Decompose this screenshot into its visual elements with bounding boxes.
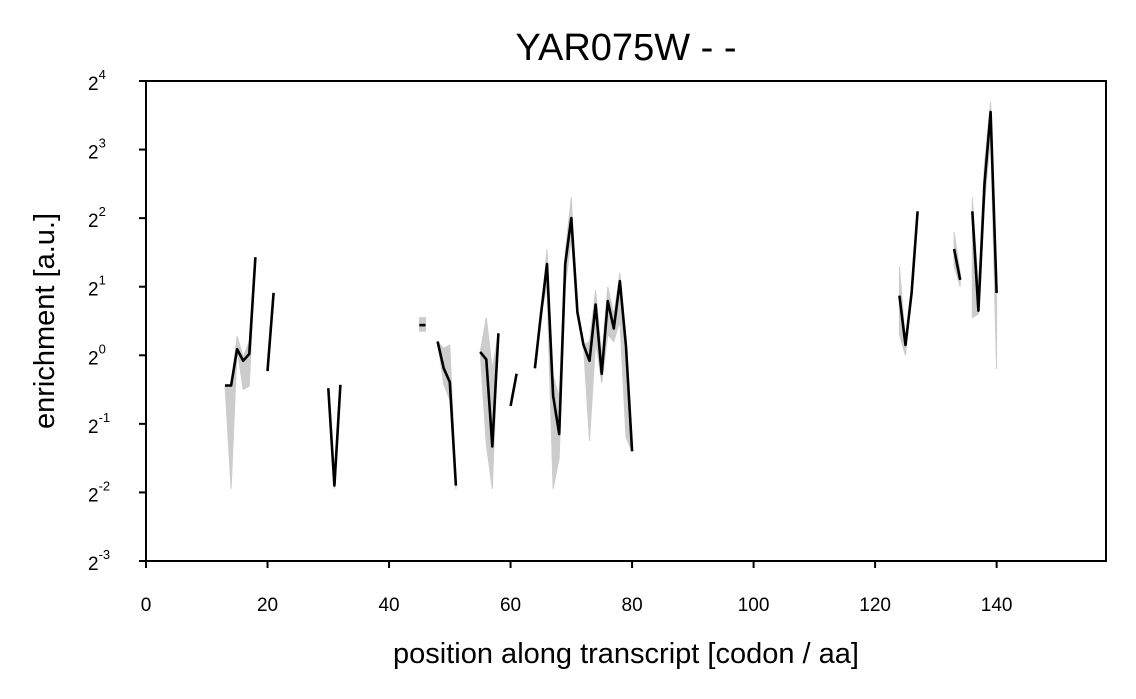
confidence-bands [224, 101, 998, 490]
line-segment-0-0 [225, 257, 257, 387]
line-segment-0-5 [479, 333, 500, 448]
x-tick-label-0: 0 [141, 595, 152, 616]
series-lines [225, 110, 998, 487]
y-tick-label-2: 22 [88, 204, 106, 232]
x-tick-label-4: 80 [622, 595, 643, 616]
y-axis-label: enrichment [a.u.] [29, 213, 61, 429]
y-axis: 24 23 22 21 20 2-1 2-2 2-3 [88, 67, 146, 575]
x-axis: 0 20 40 60 80 100 120 140 [141, 561, 1013, 616]
x-tick-label-5: 100 [738, 595, 770, 616]
line-segment-0-8 [898, 211, 919, 347]
line-segment-0-2 [327, 384, 342, 487]
y-tick-label-7: 2-3 [88, 547, 110, 575]
band-segment-0-0 [224, 257, 256, 490]
line-segment-0-1 [266, 292, 275, 372]
x-tick-label-7: 140 [981, 595, 1013, 616]
plot-frame [145, 80, 1107, 562]
line-segment-0-10 [971, 110, 998, 313]
x-axis-label: position along transcript [codon / aa] [393, 638, 859, 670]
x-tick-label-6: 120 [859, 595, 891, 616]
x-tick-label-3: 60 [500, 595, 521, 616]
y-tick-label-3: 21 [88, 273, 106, 301]
y-tick-label-0: 24 [88, 67, 106, 95]
y-tick-label-1: 23 [88, 136, 106, 164]
chart-title: YAR075W - - [515, 27, 736, 69]
band-segment-0-4 [436, 340, 457, 490]
line-segment-0-6 [509, 373, 518, 407]
y-tick-label-5: 2-1 [88, 410, 110, 438]
line-segment-0-9 [952, 248, 962, 281]
band-segment-0-10 [971, 101, 998, 370]
line-segment-0-7 [533, 216, 634, 452]
y-tick-label-4: 20 [88, 341, 106, 369]
x-tick-label-1: 20 [257, 595, 278, 616]
y-tick-label-6: 2-2 [88, 478, 110, 506]
x-tick-label-2: 40 [378, 595, 399, 616]
line-segment-0-4 [436, 341, 458, 486]
